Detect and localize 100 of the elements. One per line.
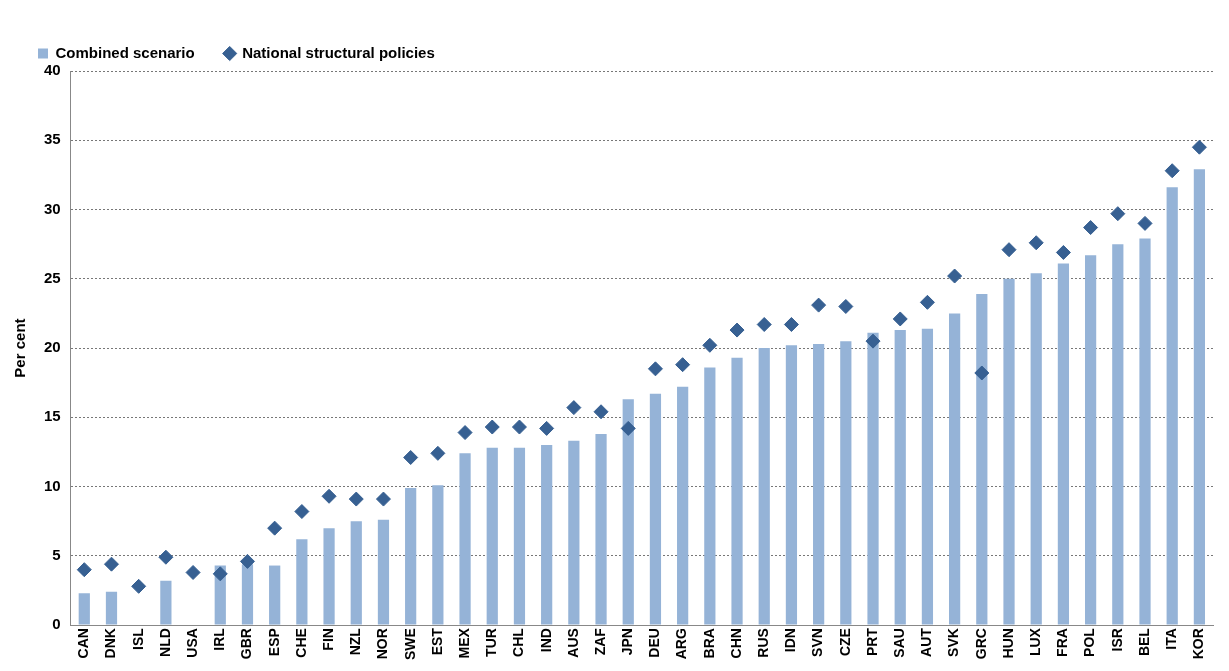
- x-tick-label: ESP: [265, 628, 282, 657]
- x-tick-label: SVN: [809, 628, 826, 657]
- y-tick-label: 0: [52, 615, 61, 633]
- y-tick-label: 20: [44, 338, 61, 356]
- point: [783, 317, 799, 333]
- point: [76, 562, 92, 578]
- x-tick-label: FIN: [319, 628, 336, 651]
- x-tick-label: ISR: [1108, 628, 1125, 652]
- point: [375, 491, 391, 507]
- y-tick-label: 15: [44, 407, 61, 425]
- bar: [1003, 278, 1015, 625]
- x-tick-label: DNK: [102, 628, 119, 659]
- bar: [541, 445, 553, 625]
- x-tick-label: IND: [537, 628, 554, 653]
- x-tick-label: ITA: [1163, 628, 1180, 650]
- point: [1110, 206, 1126, 222]
- point: [1191, 139, 1207, 155]
- x-tick-label: ISL: [129, 627, 146, 650]
- x-tick-label: NZL: [347, 627, 364, 656]
- point: [239, 553, 255, 569]
- bar: [377, 519, 390, 625]
- bar: [432, 485, 444, 625]
- bar: [513, 447, 526, 625]
- point: [103, 556, 119, 572]
- point: [1137, 215, 1153, 231]
- point: [811, 297, 827, 313]
- bar: [1085, 255, 1097, 625]
- bar: [1139, 238, 1151, 625]
- point: [675, 357, 691, 373]
- x-tick-label: ZAF: [591, 627, 608, 656]
- x-tick-label: GBR: [238, 628, 255, 660]
- y-tick-label: 10: [44, 476, 61, 494]
- point: [131, 578, 147, 594]
- bar: [405, 487, 417, 625]
- y-tick-label: 35: [44, 130, 61, 148]
- point: [838, 299, 854, 314]
- bar: [350, 521, 362, 625]
- x-tick-label: NOR: [374, 628, 391, 660]
- bar: [976, 294, 988, 625]
- x-tick-label: CHE: [292, 628, 309, 658]
- bar: [894, 330, 906, 625]
- x-tick-label: LUX: [1027, 627, 1044, 657]
- x-tick-label: CHL: [510, 627, 527, 657]
- point: [185, 564, 201, 580]
- x-tick-label: SVK: [945, 628, 962, 657]
- point: [403, 449, 419, 465]
- bar: [867, 332, 879, 625]
- point: [974, 365, 990, 381]
- bar: [1166, 187, 1178, 625]
- bar: [1030, 273, 1042, 625]
- bar: [595, 433, 607, 625]
- x-tick-label: SAU: [891, 628, 908, 658]
- point: [919, 294, 935, 310]
- x-tick-label: PRT: [863, 627, 880, 657]
- bar: [78, 593, 90, 625]
- x-tick-label: DEU: [646, 628, 663, 658]
- x-tick-label: BRA: [700, 628, 717, 659]
- point: [647, 361, 663, 377]
- x-tick-label: NLD: [156, 628, 173, 657]
- x-tick-label: AUT: [918, 627, 935, 657]
- legend-label: National structural policies: [242, 43, 435, 61]
- x-tick-label: FRA: [1054, 628, 1071, 657]
- x-tick-label: IDN: [782, 628, 799, 653]
- point: [865, 333, 881, 349]
- bar: [921, 328, 934, 625]
- bar: [758, 348, 770, 625]
- bar: [568, 440, 580, 625]
- point: [294, 504, 310, 520]
- bar: [1193, 169, 1206, 625]
- x-tick-label: CHN: [727, 628, 744, 659]
- bar: [731, 357, 743, 625]
- x-tick-label: ARG: [673, 628, 690, 660]
- point: [566, 400, 582, 416]
- point: [1083, 220, 1099, 236]
- point: [702, 337, 718, 353]
- bar: [269, 565, 281, 625]
- point: [484, 419, 500, 435]
- bar: [949, 313, 961, 625]
- x-tick-label: USA: [183, 628, 200, 658]
- point: [457, 425, 473, 441]
- point: [158, 549, 174, 565]
- x-tick-label: JPN: [619, 628, 636, 656]
- point: [947, 268, 963, 284]
- bar: [1057, 263, 1070, 625]
- bar: [649, 393, 662, 625]
- y-tick-label: 25: [44, 268, 61, 286]
- x-tick-label: GRC: [972, 628, 989, 660]
- bar: [296, 539, 308, 625]
- bar: [785, 345, 798, 625]
- bar: [323, 528, 335, 625]
- point: [892, 311, 908, 327]
- point: [1028, 235, 1044, 251]
- y-tick-label: 5: [52, 545, 61, 563]
- bar: [160, 580, 172, 625]
- bar: [105, 591, 118, 625]
- point: [430, 445, 446, 461]
- bar: [677, 386, 689, 625]
- x-tick-label: POL: [1081, 627, 1098, 657]
- x-tick-label: IRL: [211, 627, 228, 651]
- legend-label: Combined scenario: [55, 43, 195, 61]
